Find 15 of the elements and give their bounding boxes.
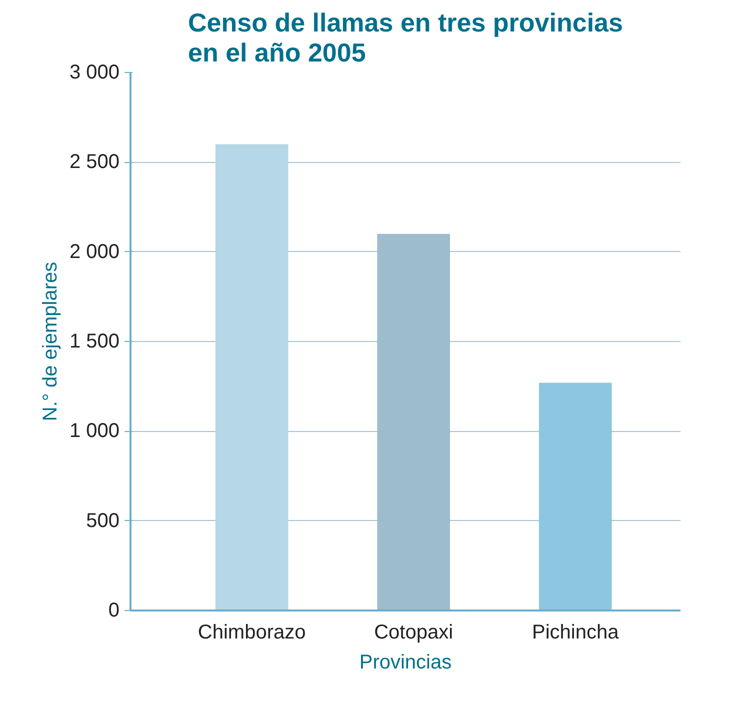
x-axis-title: Provincias <box>359 652 452 674</box>
y-tick-label: 2 500 <box>69 151 120 174</box>
y-tick-label: 1 500 <box>69 330 120 352</box>
bar <box>215 144 288 610</box>
x-tick-label: Pichincha <box>532 622 620 644</box>
bar <box>538 382 612 610</box>
chart-title: Censo de llamas en tres provincias en el año 2005 <box>188 8 623 68</box>
y-tick-label: 1 000 <box>69 420 120 442</box>
y-tick-label: 2 000 <box>69 240 120 263</box>
x-tick-label: Chimborazo <box>198 622 306 644</box>
y-axis-title: N.° de ejemplares <box>39 262 62 422</box>
y-tick-label: 500 <box>86 510 120 532</box>
y-tick-label: 3 000 <box>69 62 120 84</box>
x-tick-label: Cotopaxi <box>374 622 454 644</box>
y-tick-label: 0 <box>108 600 120 622</box>
